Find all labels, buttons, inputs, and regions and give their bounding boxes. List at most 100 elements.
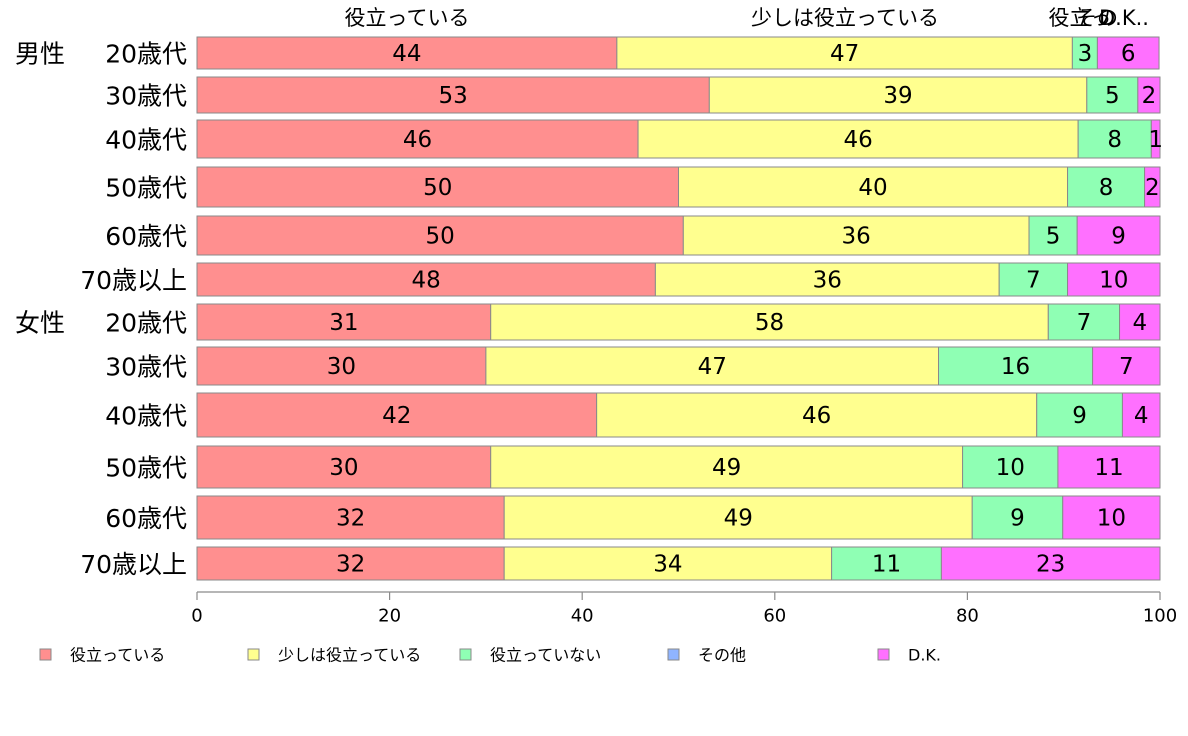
bar-row: 46 46 8 1 — [196, 119, 1163, 159]
category-label: 20歳代 — [105, 309, 187, 338]
bar-row: 50 36 5 9 — [196, 215, 1161, 256]
bar-value-label: 5 — [1105, 83, 1120, 109]
legend-label: 少しは役立っている — [278, 646, 421, 665]
legend-label: その他 — [698, 646, 746, 665]
legend-item: 少しは役立っている — [247, 646, 421, 665]
bar-value-label: 39 — [883, 83, 912, 109]
legend-swatch — [39, 648, 52, 661]
bar-segment — [196, 166, 679, 208]
bar-row: 44 47 3 6 — [196, 36, 1160, 70]
bar-segment — [708, 76, 1088, 114]
bar-segment — [1057, 445, 1161, 489]
bar-row: 31 58 7 4 — [196, 303, 1161, 341]
bar-value-label: 10 — [1097, 506, 1126, 532]
bar-value-label: 53 — [439, 83, 468, 109]
category-label: 60歳代 — [105, 504, 187, 533]
bar-value-label: 44 — [392, 41, 421, 67]
legend-item: D.K. — [877, 646, 941, 665]
category-label: 70歳以上 — [80, 550, 187, 579]
bar-segment — [1150, 119, 1161, 159]
bar-segment — [196, 546, 505, 581]
bar-segment — [682, 215, 1030, 256]
bar-value-label: 2 — [1145, 175, 1160, 201]
legend-label: D.K. — [908, 646, 941, 665]
bar-segment — [1137, 76, 1161, 114]
x-tick-label: 100 — [1143, 606, 1177, 627]
bar-value-label: 50 — [426, 224, 455, 250]
category-label: 50歳代 — [105, 174, 187, 203]
bar-row: 48 36 7 10 — [196, 262, 1161, 297]
bar-value-label: 30 — [329, 455, 358, 481]
bar-segment — [503, 495, 973, 540]
bar-row: 50 40 8 2 — [196, 166, 1161, 208]
bar-segment — [196, 119, 639, 159]
bar-value-label: 48 — [412, 268, 441, 294]
bar-row: 30 49 10 11 — [196, 445, 1161, 489]
category-label: 40歳代 — [105, 402, 187, 431]
bar-segment — [1028, 215, 1078, 256]
legend-item: その他 — [667, 646, 746, 665]
bar-segment — [490, 303, 1049, 341]
bar-value-label: 3 — [1078, 41, 1093, 67]
legend-swatch — [459, 648, 472, 661]
top-label: その — [1076, 6, 1118, 30]
group-label: 女性 — [15, 309, 65, 338]
top-label: 少しは役立っている — [751, 6, 939, 30]
bar-value-label: 46 — [802, 403, 831, 429]
legend-item: 役立っていない — [459, 646, 601, 665]
bar-row: 32 49 9 10 — [196, 495, 1161, 540]
bar-value-label: 58 — [755, 310, 784, 336]
group-label: 男性 — [15, 40, 65, 69]
bar-segment — [1144, 166, 1161, 208]
bar-value-label: 10 — [1099, 268, 1128, 294]
x-tick-label: 60 — [763, 606, 786, 627]
bar-segment — [196, 215, 684, 256]
bar-segment — [196, 303, 492, 341]
bar-segment — [998, 262, 1069, 297]
category-label: 40歳代 — [105, 126, 187, 155]
bar-value-label: 30 — [327, 354, 356, 380]
bar-value-label: 9 — [1111, 224, 1126, 250]
bar-segment — [485, 346, 940, 386]
bar-value-label: 11 — [1094, 455, 1123, 481]
bar-value-label: 11 — [872, 552, 901, 578]
bar-value-label: 46 — [843, 127, 872, 153]
bar-segment — [196, 392, 598, 438]
legend-item: 役立っている — [39, 646, 165, 665]
bar-value-label: 47 — [698, 354, 727, 380]
legend: 役立っている 少しは役立っている 役立っていない その他 D.K. — [39, 646, 941, 665]
bar-value-label: 7 — [1026, 268, 1041, 294]
bar-segment — [1047, 303, 1121, 341]
bar-segment — [637, 119, 1079, 159]
bar-segment — [1119, 303, 1161, 341]
bar-value-label: 46 — [403, 127, 432, 153]
bar-segment — [1036, 392, 1123, 438]
bar-value-label: 32 — [336, 552, 365, 578]
bar-value-label: 42 — [382, 403, 411, 429]
bar-value-label: 7 — [1077, 310, 1092, 336]
bar-value-label: 6 — [1121, 41, 1136, 67]
bar-value-label: 31 — [329, 310, 358, 336]
bar-segment — [1086, 76, 1139, 114]
bar-value-label: 40 — [858, 175, 887, 201]
category-label: 20歳代 — [105, 40, 187, 69]
bar-value-label: 8 — [1099, 175, 1114, 201]
bar-segment — [654, 262, 1000, 297]
bar-segment — [678, 166, 1069, 208]
bar-value-label: 5 — [1046, 224, 1061, 250]
bar-value-label: 49 — [724, 506, 753, 532]
x-tick-label: 20 — [378, 606, 401, 627]
bar-value-label: 4 — [1132, 310, 1147, 336]
x-tick-label: 40 — [571, 606, 594, 627]
bar-segment — [1121, 392, 1161, 438]
bar-value-label: 2 — [1142, 83, 1157, 109]
bar-segment — [1067, 166, 1146, 208]
legend-swatch — [247, 648, 260, 661]
bar-segment — [962, 445, 1059, 489]
bar-segment — [503, 546, 833, 581]
bar-value-label: 36 — [842, 224, 871, 250]
bar-segment — [196, 346, 487, 386]
bar-row: 42 46 9 4 — [196, 392, 1161, 438]
bar-value-label: 50 — [423, 175, 452, 201]
